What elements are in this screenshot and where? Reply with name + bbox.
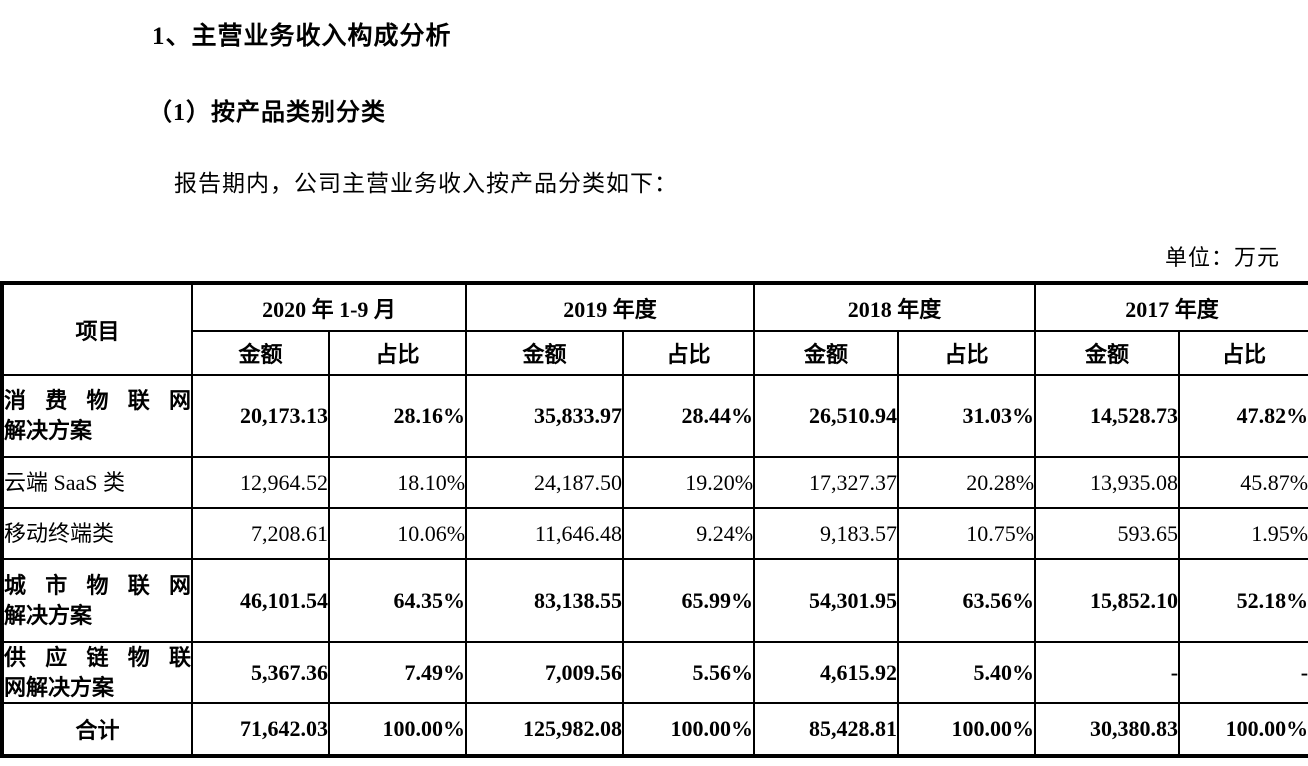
row-label: 云端 SaaS 类 (1, 456, 193, 509)
row-label-line: 消费物联网 (4, 388, 191, 414)
cell-amount: 12,964.52 (191, 456, 330, 509)
cell-amount: 20,173.13 (191, 374, 330, 458)
col-header-ratio: 占比 (622, 330, 756, 376)
cell-amount: 30,380.83 (1034, 702, 1181, 758)
col-header-period-2019: 2019 年度 (465, 282, 756, 332)
col-header-ratio: 占比 (327, 330, 468, 376)
row-label: 城市物联网 解决方案 (1, 558, 193, 643)
col-header-ratio: 占比 (1178, 330, 1308, 376)
intro-paragraph: 报告期内，公司主营业务收入按产品分类如下： (174, 171, 678, 196)
table-header-row-measures: 金额 占比 金额 占比 金额 占比 金额 占比 (2, 330, 1308, 376)
cell-amount: 4,615.92 (753, 640, 900, 705)
col-header-amount: 金额 (753, 330, 900, 376)
cell-amount: 7,208.61 (191, 507, 330, 560)
cell-ratio: 5.40% (897, 640, 1037, 705)
cell-ratio: 10.06% (327, 507, 468, 560)
cell-ratio: 19.20% (622, 456, 756, 509)
cell-ratio: 100.00% (1178, 702, 1308, 758)
cell-amount: 125,982.08 (465, 702, 625, 758)
row-label-line: 解决方案 (4, 602, 93, 628)
row-label-line: 城市物联网 (4, 572, 191, 598)
cell-amount: 35,833.97 (465, 374, 625, 458)
row-label: 供应链物联 网解决方案 (1, 640, 193, 705)
cell-ratio: 63.56% (897, 558, 1037, 643)
cell-ratio: - (1178, 640, 1308, 705)
cell-amount: 14,528.73 (1034, 374, 1181, 458)
table-row-cloud-saas: 云端 SaaS 类 12,964.52 18.10% 24,187.50 19.… (1, 456, 1308, 509)
row-label-line: 网解决方案 (4, 674, 115, 700)
cell-amount: 17,327.37 (753, 456, 900, 509)
section-heading: 1、主营业务收入构成分析 (152, 23, 452, 50)
col-header-period-2017: 2017 年度 (1034, 282, 1308, 332)
col-header-amount: 金额 (191, 330, 330, 376)
row-label-line: 云端 SaaS 类 (4, 469, 126, 495)
row-label-line: 解决方案 (4, 418, 93, 443)
table-row-city-iot: 城市物联网 解决方案 46,101.54 64.35% 83,138.55 65… (1, 558, 1308, 643)
cell-ratio: 28.44% (622, 374, 756, 458)
cell-ratio: 31.03% (897, 374, 1037, 458)
col-header-period-2020: 2020 年 1-9 月 (190, 282, 468, 332)
row-label-total: 合计 (1, 702, 193, 758)
cell-amount: 71,642.03 (191, 702, 330, 758)
cell-ratio: 9.24% (622, 507, 756, 560)
cell-amount: 15,852.10 (1034, 558, 1181, 643)
cell-ratio: 64.35% (327, 558, 468, 643)
cell-amount: 46,101.54 (191, 558, 330, 643)
cell-amount: - (1034, 640, 1181, 705)
cell-amount: 9,183.57 (753, 507, 900, 560)
cell-amount: 5,367.36 (191, 640, 330, 705)
cell-ratio: 100.00% (622, 702, 756, 758)
row-label-line: 移动终端类 (4, 520, 115, 546)
col-header-period-2018: 2018 年度 (753, 282, 1037, 332)
cell-amount: 54,301.95 (753, 558, 900, 643)
unit-label: 单位：万元 (1164, 245, 1280, 270)
cell-ratio: 65.99% (622, 558, 756, 643)
cell-amount: 593.65 (1034, 507, 1181, 560)
cell-ratio: 100.00% (327, 702, 468, 758)
cell-ratio: 100.00% (897, 702, 1037, 758)
cell-ratio: 47.82% (1178, 374, 1308, 458)
table-row-total: 合计 71,642.03 100.00% 125,982.08 100.00% … (1, 702, 1308, 758)
table-row-supply-chain-iot: 供应链物联 网解决方案 5,367.36 7.49% 7,009.56 5.56… (1, 640, 1308, 705)
cell-amount: 85,428.81 (753, 702, 900, 758)
revenue-by-product-table: 项目 2020 年 1-9 月 2019 年度 2018 年度 2017 年度 … (0, 281, 1308, 759)
cell-amount: 83,138.55 (465, 558, 625, 643)
row-label-line: 供应链物联 (4, 645, 191, 670)
cell-ratio: 18.10% (327, 456, 468, 509)
col-header-amount: 金额 (1034, 330, 1181, 376)
cell-ratio: 52.18% (1178, 558, 1308, 643)
table-row-consumer-iot: 消费物联网 解决方案 20,173.13 28.16% 35,833.97 28… (1, 374, 1308, 458)
cell-ratio: 1.95% (1178, 507, 1308, 560)
cell-amount: 7,009.56 (465, 640, 625, 705)
cell-amount: 26,510.94 (753, 374, 900, 458)
cell-amount: 11,646.48 (465, 507, 625, 560)
cell-ratio: 7.49% (327, 640, 468, 705)
table-header-row-periods: 项目 2020 年 1-9 月 2019 年度 2018 年度 2017 年度 (1, 282, 1308, 376)
col-header-amount: 金额 (465, 330, 625, 376)
subsection-heading: （1）按产品类别分类 (148, 100, 386, 126)
col-header-item: 项目 (1, 282, 193, 376)
col-header-ratio: 占比 (897, 330, 1037, 376)
cell-ratio: 45.87% (1178, 456, 1308, 509)
cell-ratio: 20.28% (897, 456, 1037, 509)
cell-ratio: 28.16% (327, 374, 468, 458)
row-label: 移动终端类 (1, 507, 193, 560)
table-row-mobile-terminal: 移动终端类 7,208.61 10.06% 11,646.48 9.24% 9,… (1, 507, 1308, 560)
row-label: 消费物联网 解决方案 (1, 374, 193, 458)
cell-ratio: 10.75% (897, 507, 1037, 560)
cell-ratio: 5.56% (622, 640, 756, 705)
cell-amount: 13,935.08 (1034, 456, 1181, 509)
cell-amount: 24,187.50 (465, 456, 625, 509)
